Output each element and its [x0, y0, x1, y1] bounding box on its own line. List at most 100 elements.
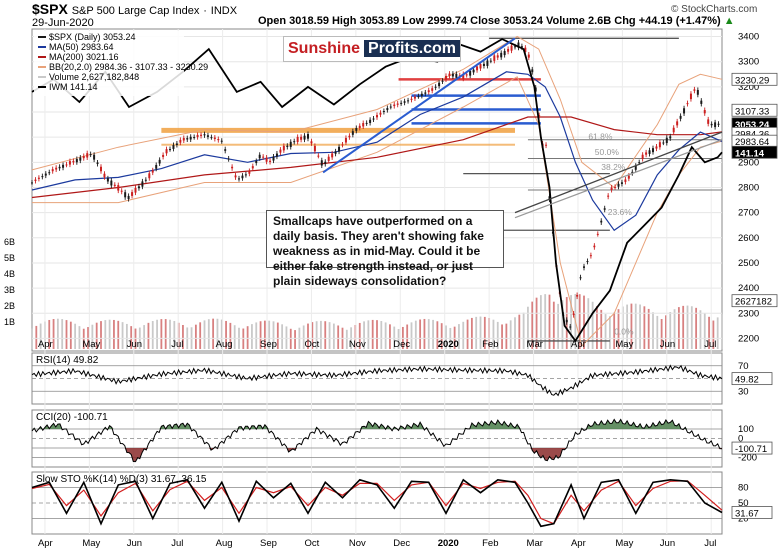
- price-axis-label: 2800: [738, 182, 759, 193]
- volume-bar: [643, 306, 646, 349]
- volume-bar: [527, 306, 529, 349]
- price-candle-body: [420, 93, 423, 96]
- sto-k-line: [31, 478, 723, 528]
- price-candle-body: [638, 162, 641, 164]
- volume-bar: [229, 322, 232, 349]
- volume-bar: [453, 326, 456, 349]
- volume-bar: [393, 326, 396, 349]
- price-candle-body: [565, 319, 568, 323]
- volume-bar: [695, 307, 698, 349]
- volume-bar: [427, 319, 430, 349]
- fibonacci-label: 50.0%: [595, 147, 620, 157]
- volume-bar: [324, 321, 327, 349]
- volume-bar: [35, 325, 38, 349]
- price-candle-body: [334, 151, 337, 154]
- price-candle-body: [341, 144, 344, 146]
- oscillator-axis-label: 0: [738, 434, 743, 445]
- price-candle-body: [262, 156, 265, 158]
- price-candle-body: [531, 69, 534, 73]
- volume-bar: [617, 309, 620, 349]
- price-candle-body: [210, 137, 213, 139]
- price-candle-body: [200, 134, 203, 136]
- fibonacci-label: 61.8%: [588, 132, 613, 142]
- price-candle-body: [72, 160, 75, 163]
- price-value-tag: [731, 103, 778, 117]
- price-candle-body: [175, 143, 178, 145]
- price-candle-body: [358, 125, 361, 128]
- price-axis-label: 2200: [738, 333, 759, 344]
- price-candle-body: [455, 73, 458, 78]
- month-label-bottom: Apr: [571, 538, 586, 549]
- ma50-line: [31, 71, 723, 232]
- volume-bar: [535, 297, 538, 349]
- volume-bar: [160, 319, 163, 349]
- price-candle-body: [248, 170, 251, 174]
- volume-axis-label: 1B: [4, 317, 15, 327]
- price-candle-body: [634, 165, 637, 170]
- volume-bar: [104, 320, 107, 349]
- price-candle-body: [65, 164, 68, 166]
- source-credit: © StockCharts.com: [671, 4, 758, 15]
- price-candle-body: [113, 184, 116, 186]
- month-label: Nov: [349, 339, 366, 350]
- cci-line: [31, 418, 723, 463]
- price-candle-body: [445, 75, 447, 80]
- month-label: May: [82, 339, 100, 350]
- volume-bar: [61, 319, 64, 349]
- price-candle-body: [82, 155, 85, 159]
- month-label-bottom: Jul: [171, 538, 183, 549]
- price-candle-body: [286, 145, 289, 147]
- volume-bar: [268, 320, 271, 349]
- price-candle-body: [44, 173, 47, 176]
- volume-bar: [479, 316, 482, 349]
- price-candle-body: [524, 47, 527, 52]
- volume-axis-label: 6B: [4, 237, 15, 247]
- index-name: S&P 500 Large Cap Index: [71, 5, 200, 17]
- quote-values: Open 3018.59 High 3053.89 Low 2999.74 Cl…: [258, 15, 721, 27]
- volume-bar: [492, 319, 495, 349]
- volume-bar: [147, 322, 150, 349]
- price-value-label: 3107.33: [735, 106, 769, 117]
- ma200-line: [31, 116, 723, 199]
- volume-bar: [647, 308, 650, 349]
- price-candle-body: [517, 42, 520, 48]
- price-candle-body: [610, 187, 613, 190]
- volume-bar: [39, 323, 42, 349]
- month-label-bottom: May: [82, 538, 100, 549]
- price-candle-body: [438, 82, 441, 87]
- price-axis-label: 2300: [738, 308, 759, 319]
- volume-bar: [630, 303, 633, 349]
- price-candle-body: [86, 153, 89, 158]
- price-candle-body: [589, 255, 592, 257]
- price-candle-body: [172, 145, 175, 149]
- price-candle-body: [714, 122, 717, 128]
- price-candle-body: [189, 136, 192, 140]
- volume-bar: [578, 294, 581, 349]
- fibonacci-label: 38.2%: [601, 162, 626, 172]
- price-candle-body: [593, 245, 596, 248]
- price-candle-body: [282, 145, 285, 151]
- volume-bar: [220, 319, 223, 349]
- month-label-bottom: Feb: [482, 538, 498, 549]
- price-candle-body: [313, 145, 316, 152]
- price-candle-body: [106, 178, 109, 182]
- price-value-label: 2983.64: [735, 137, 769, 148]
- price-candle-body: [303, 135, 306, 140]
- gray-trendline-upper: [514, 131, 723, 214]
- price-candle-body: [162, 154, 165, 157]
- price-candle-body: [258, 154, 261, 159]
- price-candle-body: [144, 179, 147, 181]
- volume-bar: [246, 326, 249, 349]
- price-candle-body: [37, 177, 40, 179]
- price-candle-body: [379, 112, 382, 115]
- volume-bar: [716, 317, 719, 349]
- volume-bar: [703, 313, 706, 349]
- price-axis-label: 3400: [738, 32, 759, 43]
- volume-bar: [320, 320, 322, 349]
- month-label-bottom: May: [615, 538, 633, 549]
- price-candle-body: [413, 96, 416, 99]
- price-candle-body: [338, 146, 341, 152]
- volume-axis-label: 5B: [4, 253, 15, 263]
- volume-bar: [345, 329, 348, 349]
- volume-bar: [207, 319, 210, 349]
